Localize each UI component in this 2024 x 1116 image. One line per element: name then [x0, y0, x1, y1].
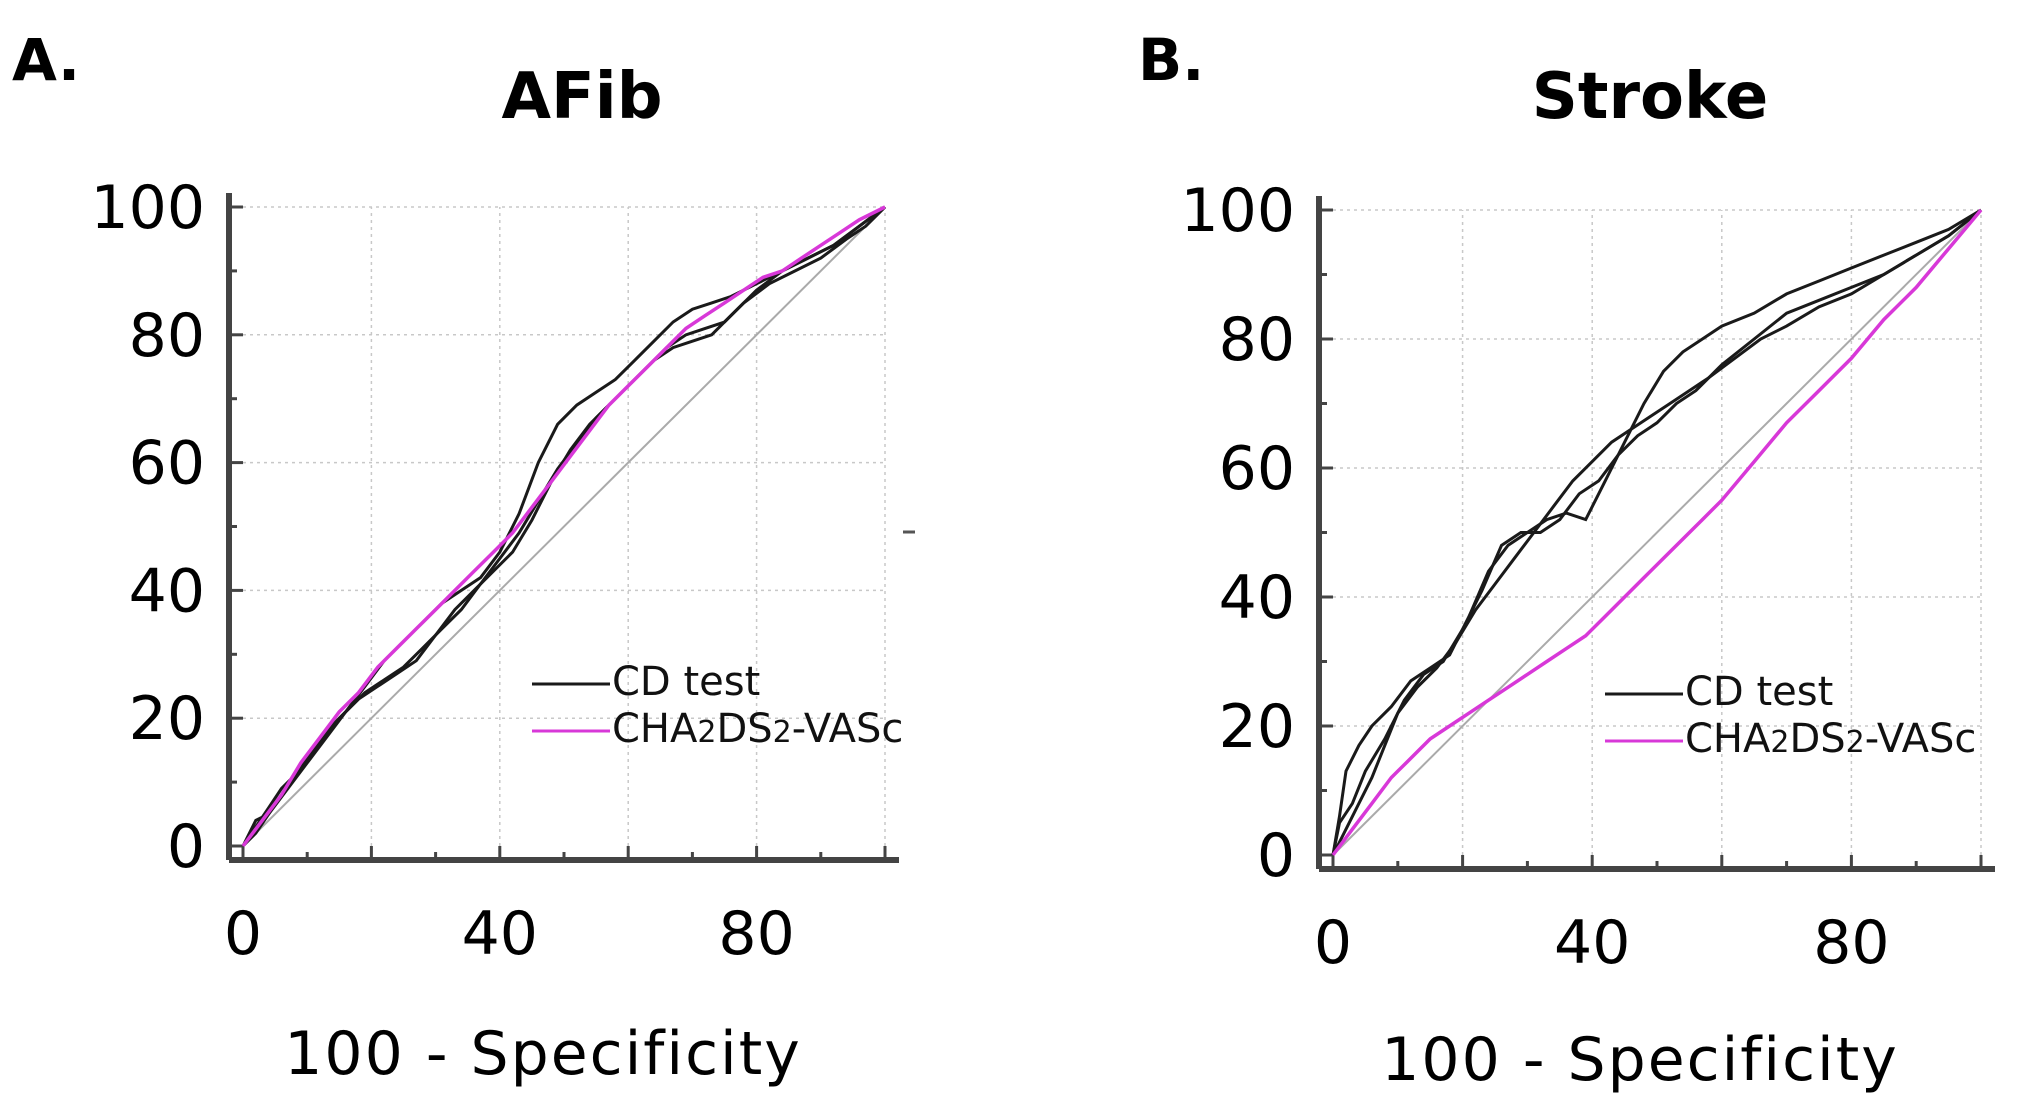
stroke-reference-diagonal	[1332, 209, 1982, 856]
stroke-x-tick-label: 40	[1554, 908, 1630, 978]
stroke-y-tick-label: 0	[1257, 821, 1295, 891]
afib-reference-diagonal	[242, 206, 886, 847]
panel-afib: A. AFib 0 20 40 60 80 100 0 40 80 CD testCHA2DS2-…	[12, 26, 903, 1089]
stroke-legend-label-cha2ds2-vasc: CHA2DS2-VASc	[1685, 716, 1976, 762]
stroke-x-tick-label: 0	[1314, 908, 1352, 978]
panel-stroke: B. Stroke 0 20 40 60 80 100 0 40 80 CD testCHA2DS…	[1138, 26, 1995, 1095]
afib-y-tick-label: 0	[167, 812, 205, 882]
afib-x-tick-label: 40	[462, 899, 538, 969]
stroke-chart-title: Stroke	[1532, 60, 1768, 134]
afib-x-tick-label: 0	[224, 899, 262, 969]
stroke-x-axis-label: 100 - Specificity	[1381, 1025, 1899, 1095]
afib-y-tick-label: 60	[129, 429, 205, 499]
stroke-x-tick-label: 80	[1813, 908, 1889, 978]
afib-x-tick-label: 80	[718, 899, 794, 969]
afib-y-tick-label: 100	[90, 173, 205, 243]
stroke-legend-label-cd-test: CD test	[1685, 669, 1833, 715]
afib-x-axis-label: 100 - Specificity	[284, 1019, 802, 1089]
stroke-y-tick-label: 100	[1180, 176, 1295, 246]
stroke-y-tick-label: 40	[1219, 563, 1295, 633]
panel-b-label: B.	[1138, 26, 1204, 94]
stroke-series-cd-test-1	[1331, 208, 1982, 856]
panel-a-label: A.	[12, 26, 80, 94]
afib-legend-label-cd-test: CD test	[612, 659, 760, 705]
stroke-y-tick-label: 60	[1219, 434, 1295, 504]
afib-series-cha2ds2-vasc	[241, 205, 886, 848]
afib-legend-label-cha2ds2-vasc: CHA2DS2-VASc	[612, 706, 903, 752]
afib-y-tick-label: 80	[129, 301, 205, 371]
stroke-series-cd-test-3	[1331, 208, 1982, 856]
afib-chart-title: AFib	[502, 60, 663, 134]
afib-y-tick-label: 20	[129, 684, 205, 754]
afib-y-tick-label: 40	[129, 556, 205, 626]
stroke-y-tick-label: 20	[1219, 692, 1295, 762]
stroke-y-tick-label: 80	[1219, 305, 1295, 375]
stroke-series-cha2ds2-vasc	[1331, 208, 1983, 857]
